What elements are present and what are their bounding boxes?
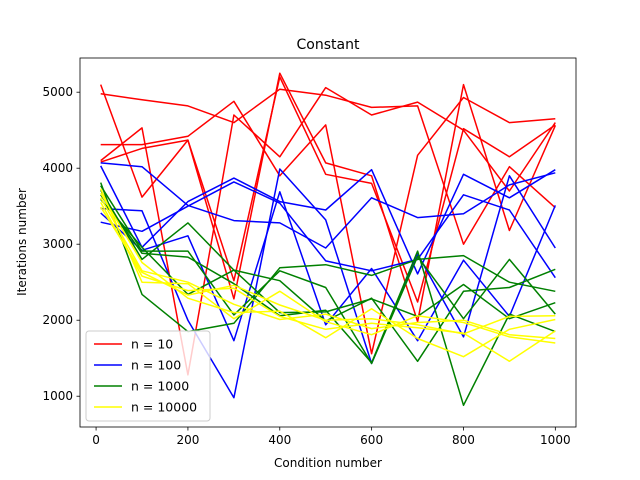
chart-title: Constant xyxy=(297,37,360,53)
series-line-1-1 xyxy=(100,88,556,245)
plot-frame xyxy=(79,57,577,428)
x-tick-label: 0 xyxy=(92,433,100,447)
plot-area xyxy=(99,72,556,407)
legend-label: n = 1000 xyxy=(131,379,189,394)
series-line-2-1 xyxy=(100,162,556,249)
series-line-3-2 xyxy=(100,185,556,365)
series-line-3-1 xyxy=(99,182,556,333)
x-tick-label: 1000 xyxy=(540,433,571,447)
legend-label: n = 100 xyxy=(131,358,181,373)
x-axis: 0 200 400 600 800 1000 xyxy=(92,427,571,447)
series-line-1-5 xyxy=(100,76,556,303)
legend-box xyxy=(85,330,211,422)
x-tick-label: 400 xyxy=(268,433,291,447)
series-line-1-2 xyxy=(99,72,556,323)
x-tick-label: 600 xyxy=(360,433,383,447)
series-line-4-3 xyxy=(100,197,556,340)
series-line-2-4 xyxy=(100,191,556,342)
y-tick-label: 2000 xyxy=(42,313,73,327)
series-line-1-4 xyxy=(100,86,556,376)
x-axis-label: Condition number xyxy=(274,456,382,470)
y-tick-label: 1000 xyxy=(42,389,73,403)
y-tick-label: 4000 xyxy=(42,161,73,175)
legend: n = 10 n = 100 n = 1000 n = 10000 xyxy=(85,330,211,422)
legend-label: n = 10 xyxy=(131,337,173,352)
x-tick-label: 800 xyxy=(452,433,475,447)
series-line-1-3 xyxy=(100,96,556,355)
y-axis: 1000 2000 3000 4000 5000 xyxy=(42,85,80,403)
series-line-4-5 xyxy=(100,206,556,335)
series-line-4-4 xyxy=(100,202,556,363)
x-tick-label: 200 xyxy=(176,433,199,447)
y-tick-label: 5000 xyxy=(42,85,73,99)
series-line-3-4 xyxy=(100,194,556,407)
series-line-2-2 xyxy=(100,165,556,275)
y-axis-label: Iterations number xyxy=(15,188,29,296)
y-tick-label: 3000 xyxy=(42,237,73,251)
series-line-2-5 xyxy=(100,181,556,279)
legend-label: n = 10000 xyxy=(131,400,197,415)
